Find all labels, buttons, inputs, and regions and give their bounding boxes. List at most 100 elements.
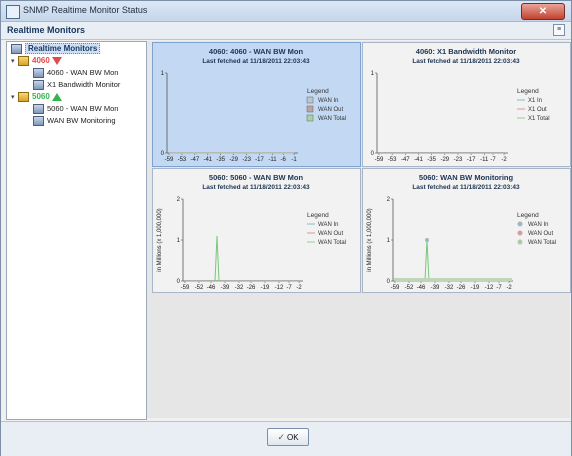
tree-item-5060-wan[interactable]: 5060 - WAN BW Mon [33,104,119,115]
expand-icon[interactable]: ▾ [11,94,15,101]
legend-swatch [517,221,523,227]
chart-panel-4[interactable]: 5060: WAN BW Monitoring Last fetched at 1… [362,168,571,293]
spike-line [424,239,430,282]
header-strip: Realtime Monitors ≡ [1,22,571,40]
expand-icon[interactable]: ▾ [11,58,15,65]
app-icon [6,5,20,19]
chart-subtitle: Last fetched at 11/18/2011 22:03:43 [202,58,310,65]
server-name: 5060 [32,92,50,101]
chart-panel-3[interactable]: 5060: 5060 - WAN BW Mon Last fetched at 1… [152,168,361,293]
server-icon [18,92,29,103]
x-tick-label: -12 [275,285,284,291]
x-tick-label: -7 [496,285,502,291]
x-tick-label: -52 [195,285,204,291]
x-tick-label: -59 [181,285,190,291]
chart-subtitle: Last fetched at 11/18/2011 22:03:43 [202,184,310,191]
x-tick-label: -23 [242,157,251,163]
legend-swatch [517,239,523,245]
x-tick-label: -59 [391,285,400,291]
chart-icon [33,68,44,79]
status-up-icon [51,93,62,102]
title-bar: SNMP Realtime Monitor Status ✕ [1,1,571,22]
legend-label: WAN Total [318,116,346,122]
tree-root-label: Realtime Monitors [25,43,101,54]
chart-icon [33,80,44,91]
x-tick-label: -41 [414,157,423,163]
x-tick-label: -32 [235,285,244,291]
x-tick-label: -2 [501,157,507,163]
x-tick-label: -53 [388,157,397,163]
chart-icon [33,104,44,115]
y-tick-label: 1 [161,71,165,77]
chart-panel-1[interactable]: 4060: 4060 - WAN BW Mon Last fetched at 1… [152,42,361,167]
x-tick-label: -19 [471,285,480,291]
x-tick-label: -47 [191,157,200,163]
chart-subtitle: Last fetched at 11/18/2011 22:03:43 [412,184,520,191]
legend-title: Legend [517,212,539,219]
chart-title: 5060: WAN BW Monitoring [419,173,514,182]
x-tick-label: -2 [506,285,512,291]
tree-server-4060[interactable]: ▾ 4060 [11,56,62,67]
monitor-tree: Realtime Monitors ▾ 4060 4060 - WAN BW Mo… [6,41,147,420]
y-tick-label: 1 [387,238,391,244]
tree-item-4060-wan[interactable]: 4060 - WAN BW Mon [33,68,118,79]
legend-label: WAN In [318,222,338,228]
legend-label: WAN Total [318,240,346,246]
legend-label: WAN Out [318,107,343,113]
tree-item-label: X1 Bandwidth Monitor [47,80,121,89]
x-tick-label: -53 [178,157,187,163]
tree-server-5060[interactable]: ▾ 5060 [11,92,62,103]
tree-root[interactable]: Realtime Monitors [11,43,101,55]
x-tick-label: -59 [165,157,174,163]
tree-item-label: 5060 - WAN BW Mon [47,104,119,113]
x-tick-label: -39 [221,285,230,291]
server-name: 4060 [32,56,50,65]
x-tick-label: -11 [480,157,489,163]
spike-line [214,235,220,282]
legend-label: X1 In [528,98,542,104]
x-tick-label: -29 [440,157,449,163]
tree-item-5060-monitoring[interactable]: WAN BW Monitoring [33,116,116,127]
y-tick-label: 0 [161,151,165,157]
x-tick-label: -41 [203,157,212,163]
close-button[interactable]: ✕ [521,3,565,20]
close-icon: ✕ [538,6,548,17]
x-tick-label: -26 [247,285,256,291]
legend-swatch [517,230,523,236]
legend-label: X1 Total [528,116,550,122]
tree-item-4060-x1[interactable]: X1 Bandwidth Monitor [33,80,121,91]
chart-panel-2[interactable]: 4060: X1 Bandwidth Monitor Last fetched a… [362,42,571,167]
legend-label: WAN Out [318,231,343,237]
y-axis-label: in Millions (x 1,000,000) [367,208,373,271]
x-tick-label: -47 [401,157,410,163]
legend-label: WAN Out [528,231,553,237]
section-title: Realtime Monitors [7,25,86,35]
y-tick-label: 2 [177,197,181,203]
charts-area: 4060: 4060 - WAN BW Mon Last fetched at 1… [150,41,571,418]
x-tick-label: -32 [445,285,454,291]
y-tick-label: 1 [371,71,375,77]
chart-svg: 5060: 5060 - WAN BW Mon Last fetched at 1… [157,173,346,291]
x-tick-label: -6 [281,157,287,163]
legend-label: X1 Out [528,107,547,113]
menu-icon[interactable]: ≡ [553,24,565,36]
x-tick-label: -19 [261,285,270,291]
y-axis-label: in Millions (x 1,000,000) [157,208,163,271]
spike-point [425,238,429,242]
legend-label: WAN In [318,98,338,104]
footer-bar: ✓ OK [1,421,571,456]
status-down-icon [51,57,62,66]
pane-splitter[interactable] [147,41,150,418]
chart-svg: 5060: WAN BW Monitoring Last fetched at 1… [367,173,556,291]
legend-title: Legend [307,88,329,95]
chart-title: 4060: 4060 - WAN BW Mon [209,47,304,56]
x-tick-label: -12 [485,285,494,291]
chart-svg: 4060: 4060 - WAN BW Mon Last fetched at 1… [161,47,346,163]
ok-button[interactable]: ✓ OK [267,428,309,446]
x-tick-label: -39 [431,285,440,291]
check-icon: ✓ [277,432,285,442]
y-tick-label: 1 [177,238,181,244]
legend-title: Legend [517,88,539,95]
chart-title: 5060: 5060 - WAN BW Mon [209,173,304,182]
